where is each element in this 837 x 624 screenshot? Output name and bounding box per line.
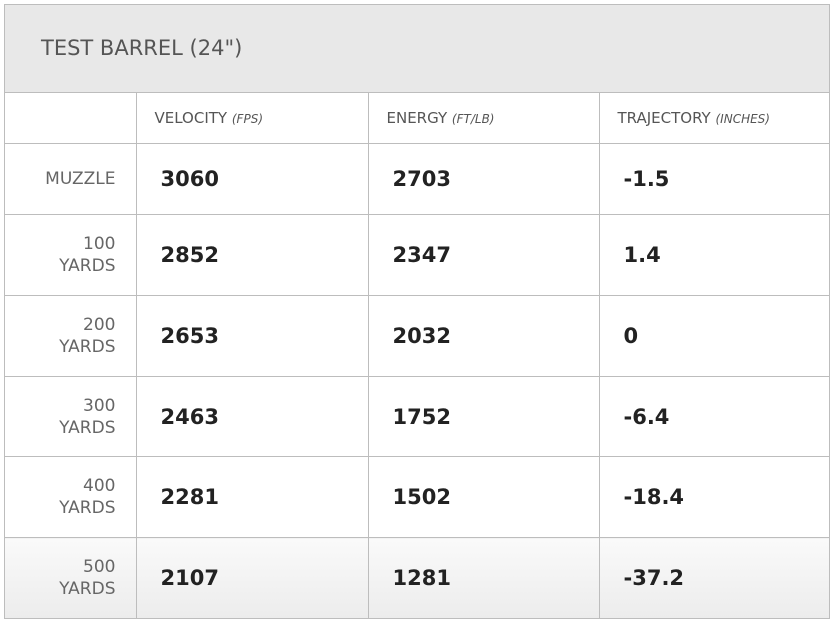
value-cell: -18.4 [598, 456, 829, 538]
column-name: TRAJECTORY [617, 109, 711, 127]
value-cell: 1281 [367, 537, 600, 618]
column-unit: (FT/LB) [451, 112, 495, 126]
data-row: 500 YARDS 2107 1281 -37.2 [5, 537, 829, 618]
row-label-text: 200 YARDS [59, 315, 116, 357]
header-row: VELOCITY (FPS) ENERGY (FT/LB) TRAJECTORY (… [5, 93, 829, 144]
data-row: 300 YARDS 2463 1752 -6.4 [5, 376, 829, 457]
data-row: 400 YARDS 2281 1502 -18.4 [5, 456, 829, 538]
column-header: TRAJECTORY (INCHES) [598, 93, 829, 144]
value-cell: 2107 [135, 537, 369, 618]
value-cell: -6.4 [598, 376, 829, 457]
data-row: 100 YARDS 2852 2347 1.4 [5, 214, 829, 296]
row-label: MUZZLE [5, 143, 137, 215]
data-row: 200 YARDS 2653 2032 0 [5, 295, 829, 377]
table-title: TEST BARREL (24") [5, 5, 829, 93]
row-label: 100 YARDS [5, 214, 137, 296]
row-label: 200 YARDS [5, 295, 137, 377]
row-label: 300 YARDS [5, 376, 137, 457]
ballistics-table: VELOCITY (FPS) ENERGY (FT/LB) TRAJECTORY (… [5, 93, 829, 618]
row-label: 500 YARDS [5, 537, 137, 618]
value-cell: 0 [598, 295, 829, 377]
row-label-text: 500 YARDS [59, 556, 116, 599]
value-cell: 2653 [135, 295, 369, 377]
spec-table: TEST BARREL (24") VELOCITY (FPS) ENERGY (… [4, 4, 830, 619]
value-cell: 2347 [367, 214, 600, 296]
value-cell: -37.2 [598, 537, 829, 618]
data-row: MUZZLE 3060 2703 -1.5 [5, 143, 829, 215]
row-label-text: 300 YARDS [59, 395, 116, 438]
row-label-text: 400 YARDS [59, 476, 116, 518]
value-cell: 2032 [367, 295, 600, 377]
value-cell: 1502 [367, 456, 600, 538]
value-cell: 2463 [135, 376, 369, 457]
column-name: VELOCITY [154, 109, 228, 127]
value-cell: 1752 [367, 376, 600, 457]
corner-cell [5, 93, 137, 144]
column-name: ENERGY [386, 109, 448, 127]
value-cell: -1.5 [598, 143, 829, 215]
value-cell: 2281 [135, 456, 369, 538]
value-cell: 1.4 [598, 214, 829, 296]
column-header: ENERGY (FT/LB) [367, 93, 600, 144]
value-cell: 2703 [367, 143, 600, 215]
column-unit: (INCHES) [715, 112, 770, 126]
row-label: 400 YARDS [5, 456, 137, 538]
row-label-text: MUZZLE [45, 169, 116, 189]
value-cell: 3060 [135, 143, 369, 215]
column-header: VELOCITY (FPS) [135, 93, 369, 144]
row-label-text: 100 YARDS [59, 234, 116, 276]
value-cell: 2852 [135, 214, 369, 296]
column-unit: (FPS) [231, 112, 263, 126]
